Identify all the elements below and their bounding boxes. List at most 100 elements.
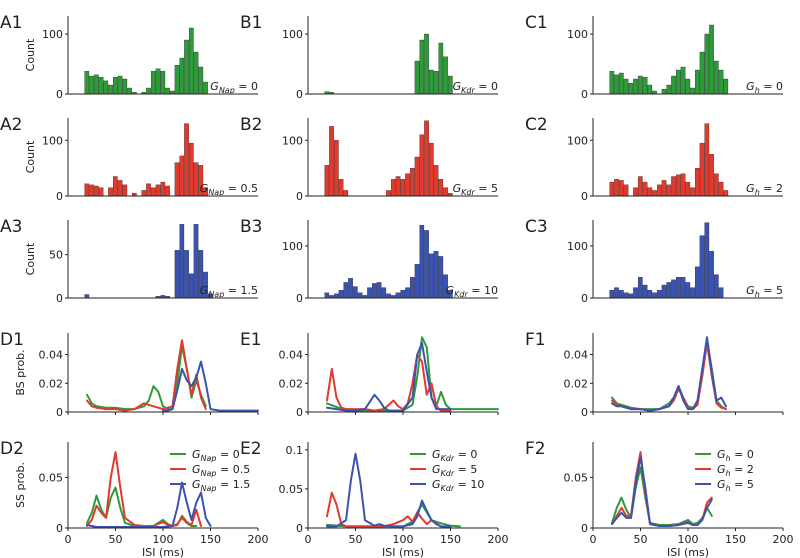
bar (633, 78, 638, 95)
legend-entry: GKdr = 10 (432, 478, 484, 493)
bar (414, 60, 420, 95)
x-tick-label: 0 (305, 533, 312, 546)
panel-label: A3 (0, 217, 22, 237)
bar (618, 72, 624, 95)
legend-entry: GKdr = 5 (432, 463, 477, 478)
y-tick-label: 0.04 (39, 349, 64, 362)
bar (103, 80, 109, 95)
panel-label: C1 (525, 13, 548, 33)
lineplot-panel-F2: F2 0 0.05 0 50 100 150 200 ISI (ms) Gh = 0Gh = 2G… (525, 439, 794, 558)
bar (203, 81, 208, 95)
bar (150, 71, 156, 95)
y-tick-label: 0 (56, 406, 63, 419)
series-line-green (326, 336, 499, 412)
bar (656, 184, 662, 197)
series-line-blue (611, 456, 713, 527)
legend-entry: GNap = 1.5 (192, 478, 250, 493)
bar (694, 167, 700, 197)
series-line-blue (162, 360, 259, 412)
legend-entry: Gh = 0 (717, 448, 754, 463)
bar (155, 184, 161, 197)
bar (93, 185, 99, 197)
panel-label: A1 (0, 13, 22, 33)
histogram-panel-C3: C3 0 100 Gh = 5 (525, 217, 783, 305)
bar (675, 174, 681, 197)
bar (381, 287, 387, 299)
bar (618, 290, 624, 299)
bar (93, 74, 99, 95)
bar (718, 287, 724, 299)
series-line-red (326, 491, 452, 529)
bar (680, 277, 686, 299)
bar (150, 187, 156, 197)
bar (704, 222, 710, 299)
bar (623, 184, 629, 197)
bar (642, 284, 648, 299)
bar (723, 190, 729, 197)
bar (343, 282, 349, 299)
y-tick-label: 0.05 (564, 471, 589, 484)
series-line-red (326, 353, 452, 412)
bar (165, 185, 170, 197)
y-tick-label: 0.05 (39, 471, 64, 484)
y-tick-label: 0.04 (564, 349, 589, 362)
bar (184, 39, 189, 95)
x-tick-label: 100 (153, 533, 174, 546)
bar (443, 56, 448, 95)
param-label: Gh = 0 (746, 80, 783, 95)
bar (112, 77, 118, 95)
bar (155, 68, 161, 95)
bar (628, 293, 634, 299)
bar (174, 250, 180, 299)
bar (723, 78, 729, 95)
param-label: GKdr = 10 (446, 284, 498, 299)
y-tick-label: 100 (282, 28, 303, 41)
bar (127, 87, 132, 95)
legend-entry: Gh = 2 (717, 463, 754, 478)
y-tick-label: 0 (296, 292, 303, 305)
panel-label: E2 (240, 439, 262, 459)
panel-label: D1 (0, 330, 24, 350)
bar (652, 190, 657, 197)
y-tick-label: 0.04 (279, 349, 304, 362)
bar (414, 156, 420, 197)
bar (395, 292, 401, 299)
bar (675, 277, 681, 299)
bar (633, 187, 638, 197)
bar (443, 187, 448, 197)
y-tick-label: 0 (56, 522, 63, 535)
bar (661, 89, 667, 95)
bar (718, 69, 724, 95)
y-tick-label: 0 (581, 88, 588, 101)
y-axis-label: Count (24, 242, 37, 275)
bar (428, 142, 434, 197)
bar (84, 71, 90, 95)
y-tick-label: 0.02 (279, 377, 304, 390)
bar (618, 180, 624, 197)
bar (637, 176, 643, 197)
series-line-blue (326, 342, 452, 412)
bar (333, 293, 339, 299)
y-tick-label: 100 (42, 28, 63, 41)
x-tick-label: 50 (349, 533, 363, 546)
bar (647, 290, 653, 299)
bar (424, 33, 429, 95)
bar (108, 84, 113, 95)
bar (428, 253, 434, 299)
bar (609, 181, 615, 197)
bar (614, 179, 619, 197)
legend: Gh = 0Gh = 2Gh = 5 (695, 448, 754, 493)
bar (671, 75, 676, 95)
x-tick-label: 50 (634, 533, 648, 546)
bar (160, 181, 166, 197)
y-tick-label: 0 (56, 88, 63, 101)
bar (357, 292, 363, 299)
bar (637, 75, 643, 95)
series-line-blue (611, 336, 727, 412)
